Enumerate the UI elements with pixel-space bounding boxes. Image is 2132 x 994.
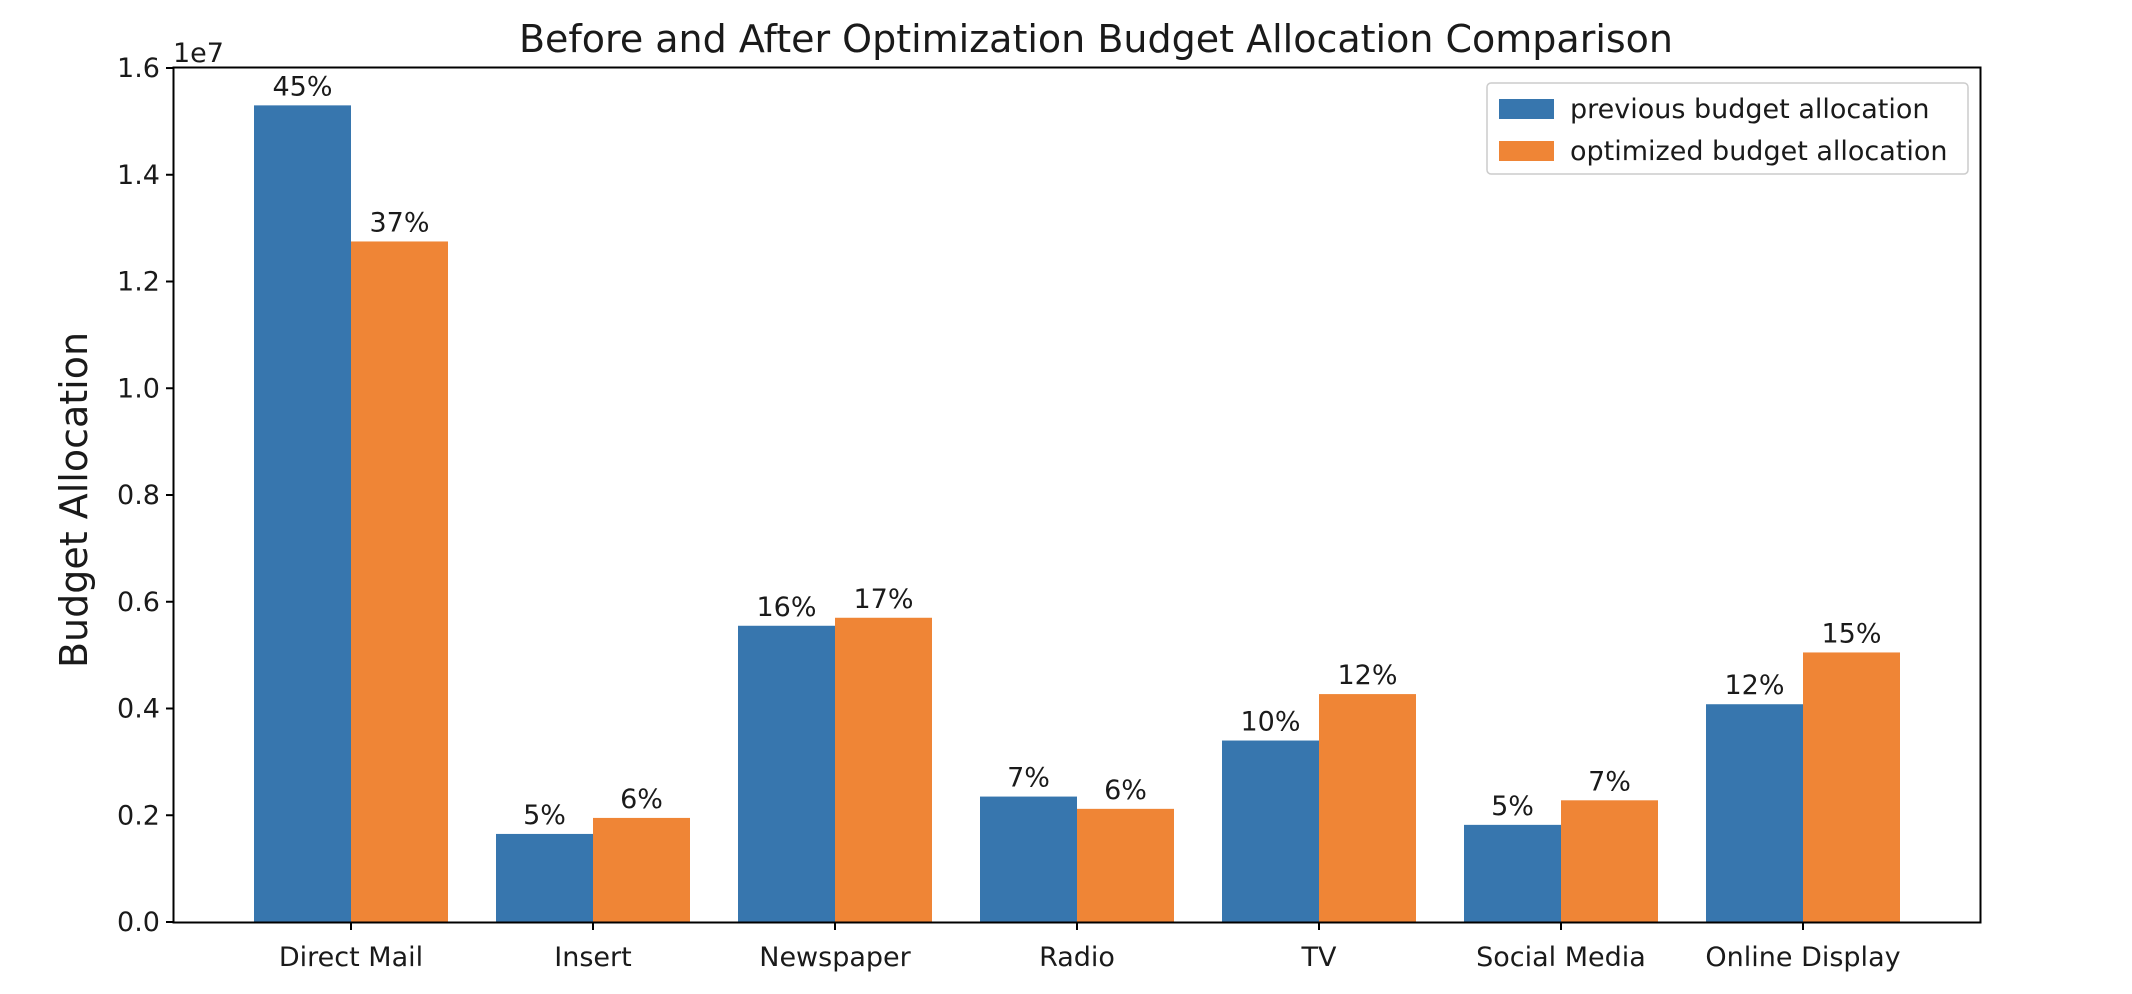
optimized-bar-label-direct-mail: 37% bbox=[369, 207, 429, 238]
y-tick-label: 0.8 bbox=[117, 480, 160, 511]
previous-bar-tv bbox=[1222, 740, 1319, 922]
plot-frame bbox=[172, 66, 1982, 924]
optimized-bar-insert bbox=[593, 817, 690, 922]
x-axis-ticks: Direct Mail Insert Newspaper Radio TV Social … bbox=[279, 922, 1901, 973]
previous-bar-label-online-display: 12% bbox=[1724, 670, 1784, 701]
previous-bar-newspaper bbox=[738, 625, 835, 922]
previous-bar-radio bbox=[980, 796, 1077, 922]
previous-bar-online-display bbox=[1706, 704, 1803, 922]
x-tick-label: Social Media bbox=[1476, 942, 1646, 973]
bars-layer bbox=[254, 105, 1900, 923]
optimized-bar-label-newspaper: 17% bbox=[853, 584, 913, 615]
optimized-bar-direct-mail bbox=[351, 241, 448, 922]
previous-bar-label-radio: 7% bbox=[1007, 763, 1050, 794]
x-tick-label: Radio bbox=[1039, 942, 1115, 973]
optimized-bar-newspaper bbox=[835, 617, 932, 922]
y-tick-label: 0.4 bbox=[117, 694, 160, 725]
legend-frame bbox=[1486, 82, 1969, 175]
optimized-bar-label-tv: 12% bbox=[1337, 660, 1397, 691]
y-tick-label: 0.0 bbox=[117, 907, 160, 938]
chart-title: Before and After Optimization Budget All… bbox=[519, 17, 1673, 61]
x-tick-label: Newspaper bbox=[759, 942, 911, 973]
optimized-bar-online-display bbox=[1803, 652, 1900, 922]
x-tick-label: Online Display bbox=[1705, 942, 1900, 973]
y-axis-ticks: 0.0 0.2 0.4 0.6 0.8 1.0 1.2 1.4 1.6 bbox=[117, 53, 174, 938]
legend-swatch-optimized bbox=[1499, 141, 1554, 161]
x-tick-label: TV bbox=[1301, 942, 1337, 973]
optimized-bar-label-online-display: 15% bbox=[1821, 618, 1881, 649]
previous-bar-label-tv: 10% bbox=[1240, 707, 1300, 738]
optimized-bar-radio bbox=[1077, 808, 1174, 922]
optimized-bar-label-social-media: 7% bbox=[1588, 766, 1631, 797]
y-axis-offset-text: 1e7 bbox=[173, 38, 224, 69]
optimized-bar-social-media bbox=[1561, 800, 1658, 922]
previous-bar-label-newspaper: 16% bbox=[756, 592, 816, 623]
optimized-bar-label-insert: 6% bbox=[620, 784, 663, 815]
legend: previous budget allocation optimized budg… bbox=[1486, 82, 1969, 175]
y-tick-label: 1.4 bbox=[117, 160, 160, 191]
optimized-bar-tv bbox=[1319, 694, 1416, 922]
y-tick-label: 1.6 bbox=[117, 53, 160, 84]
legend-label-optimized: optimized budget allocation bbox=[1570, 136, 1948, 167]
x-tick-label: Direct Mail bbox=[279, 942, 423, 973]
previous-bar-direct-mail bbox=[254, 105, 351, 923]
y-tick-label: 1.2 bbox=[117, 267, 160, 298]
y-tick-label: 0.6 bbox=[117, 587, 160, 618]
bar-labels-layer: 45% 37% 5% 6% 16% 17% 7% 6% 10% 12% 5% 7% 12% 15% bbox=[272, 71, 1881, 831]
y-tick-label: 0.2 bbox=[117, 800, 160, 831]
y-axis-label: Budget Allocation bbox=[52, 332, 96, 668]
legend-swatch-previous bbox=[1499, 99, 1554, 119]
previous-bar-social-media bbox=[1464, 824, 1561, 922]
previous-bar-label-direct-mail: 45% bbox=[272, 71, 332, 102]
x-tick-label: Insert bbox=[554, 942, 631, 973]
optimized-bar-label-radio: 6% bbox=[1104, 775, 1147, 806]
previous-bar-label-insert: 5% bbox=[523, 800, 566, 831]
legend-label-previous: previous budget allocation bbox=[1570, 94, 1930, 125]
previous-bar-insert bbox=[496, 833, 593, 922]
y-tick-label: 1.0 bbox=[117, 373, 160, 404]
previous-bar-label-social-media: 5% bbox=[1491, 791, 1534, 822]
